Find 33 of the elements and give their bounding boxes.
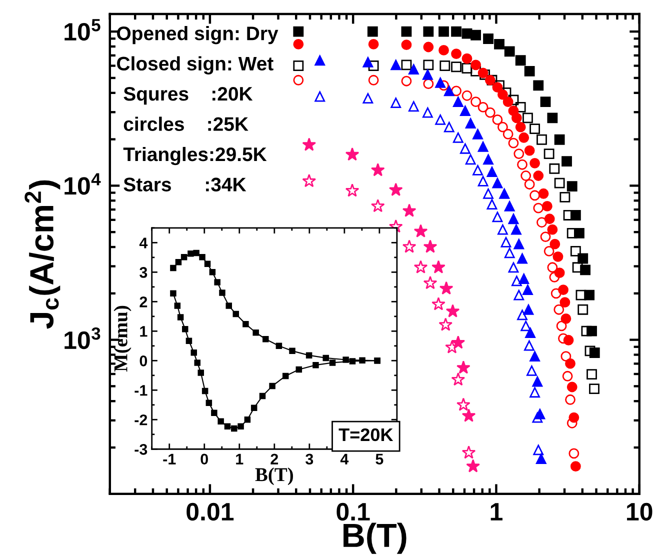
- x-tick-label: 2: [270, 454, 278, 464]
- x-tick-label: 3: [306, 454, 314, 465]
- y-tick-label: 2: [140, 296, 148, 308]
- annotation: Closed sign: Wet: [117, 56, 274, 74]
- x-tick-label: 0.01: [186, 502, 234, 521]
- y-tick-label: 10$^{4}$: [64, 173, 101, 195]
- x-tick-label: 4: [340, 454, 349, 464]
- x-tick-label: 1: [236, 454, 244, 464]
- y-tick-label: 10$^{3}$: [64, 327, 100, 350]
- x-axis-title: B(T): [344, 522, 406, 554]
- y-tick-label: 4: [139, 238, 148, 248]
- x-tick-label: 1: [490, 503, 502, 520]
- y-tick-label: 1: [140, 326, 148, 337]
- annotation: T=20K: [338, 428, 394, 442]
- annotation: Stars :34K: [124, 178, 246, 192]
- y-axis-title: M(emu): [114, 306, 132, 372]
- y-axis-title: J$_{c}$(A/cm$^{2}$): [24, 180, 60, 329]
- y-tick-label: -2: [134, 414, 148, 426]
- y-tick-label: -3: [134, 444, 148, 455]
- y-tick-label: 0: [140, 356, 148, 366]
- annotation: Triangles:29.5K: [123, 146, 267, 166]
- annotation: Squres :20K: [124, 86, 253, 105]
- annotation: Opened sign: Dry: [117, 26, 278, 44]
- annotation: circles :25K: [124, 116, 248, 131]
- x-tick-label: -1: [163, 454, 176, 464]
- x-tick-label: 0: [200, 454, 208, 465]
- y-tick-label: 10$^{5}$: [64, 19, 100, 41]
- y-tick-label: 3: [140, 267, 148, 278]
- y-tick-label: -1: [134, 385, 148, 396]
- x-tick-label: 10: [627, 502, 652, 521]
- x-tick-label: 0.1: [336, 502, 370, 521]
- x-tick-label: 5: [376, 454, 384, 465]
- x-axis-title: B(T): [255, 468, 293, 486]
